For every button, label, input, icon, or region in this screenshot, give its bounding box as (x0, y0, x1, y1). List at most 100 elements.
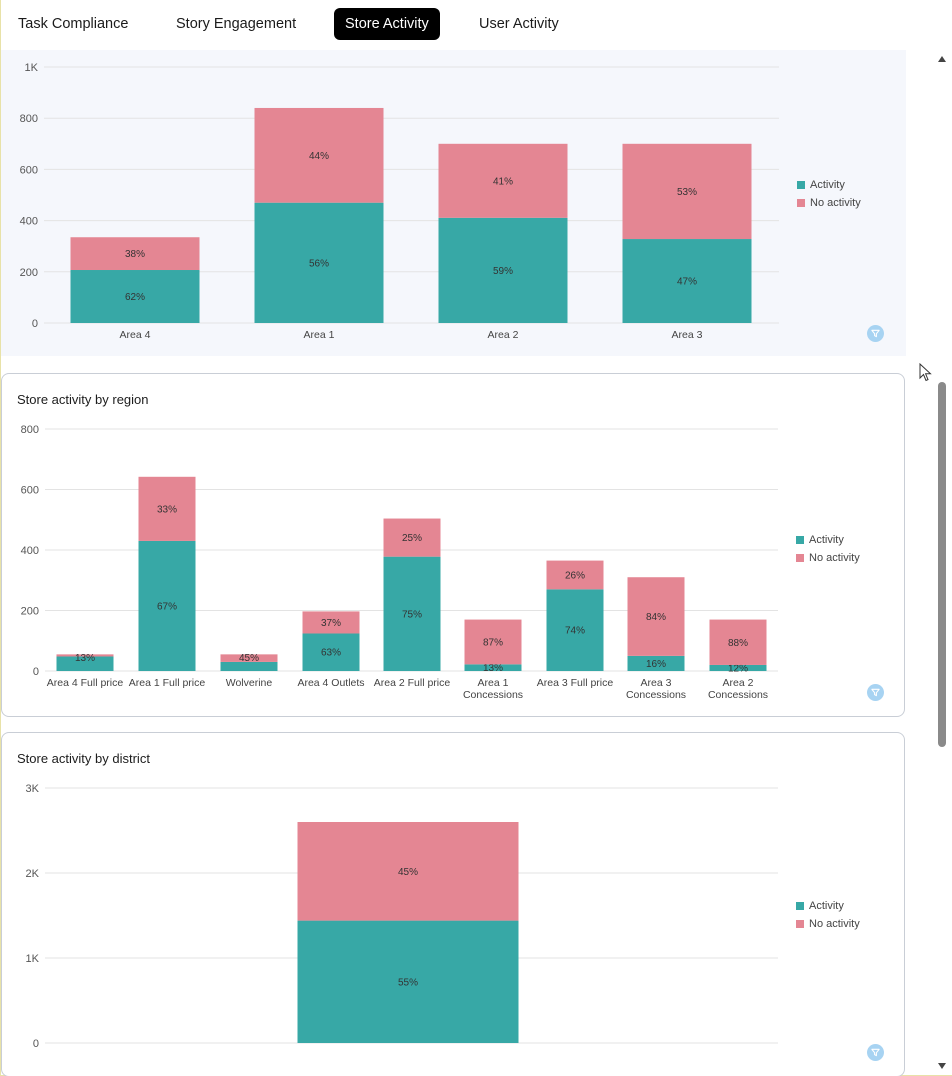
bar-activity[interactable] (438, 217, 568, 323)
bar-no-activity[interactable] (56, 654, 114, 657)
x-tick-label: Area 3 (672, 329, 703, 341)
x-tick-label: Concessions (708, 689, 768, 701)
legend-item-activity[interactable]: Activity (796, 897, 860, 915)
bar-activity[interactable] (254, 202, 384, 323)
filter-icon (871, 1048, 880, 1057)
tab-story-engagement[interactable]: Story Engagement (176, 16, 297, 32)
y-tick-label: 1K (26, 953, 40, 965)
y-tick-label: 200 (21, 606, 39, 618)
chevron-up-icon[interactable] (938, 56, 946, 62)
tab-store-activity[interactable]: Store Activity (334, 8, 440, 40)
bar-activity[interactable] (622, 239, 752, 323)
x-tick-label: Area 4 Full price (47, 677, 124, 689)
legend-item-activity[interactable]: Activity (796, 531, 860, 549)
y-tick-label: 800 (20, 113, 38, 125)
y-tick-label: 0 (33, 666, 39, 678)
chevron-down-icon[interactable] (938, 1063, 946, 1069)
bar-no-activity[interactable] (546, 560, 604, 590)
data-label: 16% (646, 659, 666, 670)
bar-activity[interactable] (383, 556, 441, 671)
y-tick-label: 0 (33, 1038, 39, 1050)
bar-no-activity[interactable] (627, 577, 685, 656)
filter-button[interactable] (867, 1044, 884, 1061)
bar-activity[interactable] (220, 661, 278, 671)
legend: Activity No activity (796, 897, 860, 933)
y-tick-label: 600 (20, 164, 38, 176)
bar-activity[interactable] (302, 633, 360, 671)
store-activity-by-region-chart: 0 200 400 600 800 13% Area 4 Full price 67% 33% A… (21, 424, 778, 701)
scrollbar-thumb[interactable] (938, 382, 946, 747)
legend: Activity No activity (796, 531, 860, 567)
bar-activity[interactable] (297, 920, 519, 1043)
data-label: 13% (75, 653, 95, 664)
panel-title: Store activity by region (17, 392, 149, 407)
bar-activity[interactable] (56, 656, 114, 671)
bar-no-activity[interactable] (383, 518, 441, 557)
legend-label-activity: Activity (809, 534, 844, 546)
bar-activity[interactable] (546, 589, 604, 671)
store-activity-by-district-chart: 0 1K 2K 3K 55% 45% (26, 783, 778, 1050)
filter-icon (871, 688, 880, 697)
data-label: 87% (483, 637, 503, 648)
x-tick-label: Area 2 (488, 329, 519, 341)
x-tick-label: Area 1 Full price (129, 677, 206, 689)
bar-no-activity[interactable] (297, 822, 519, 921)
data-label: 12% (728, 663, 748, 674)
bar-no-activity[interactable] (438, 143, 568, 218)
legend-item-no-activity[interactable]: No activity (796, 549, 860, 567)
data-label: 55% (398, 977, 418, 988)
legend-swatch-no-activity (797, 199, 805, 207)
tab-bar: Task Compliance Story Engagement Store A… (0, 0, 935, 48)
bar-no-activity[interactable] (622, 143, 752, 240)
x-tick-label: Area 1 (478, 677, 509, 689)
bar-no-activity[interactable] (220, 654, 278, 662)
x-tick-label: Wolverine (226, 677, 273, 689)
y-tick-label: 0 (32, 318, 38, 330)
legend-label-no-activity: No activity (809, 918, 860, 930)
data-label: 74% (565, 626, 585, 637)
filter-button[interactable] (867, 684, 884, 701)
legend-swatch-activity (796, 536, 804, 544)
bar-no-activity[interactable] (138, 476, 196, 541)
legend-item-no-activity[interactable]: No activity (797, 194, 861, 212)
data-label: 75% (402, 609, 422, 620)
tab-task-compliance[interactable]: Task Compliance (18, 16, 129, 32)
legend-label-no-activity: No activity (809, 552, 860, 564)
tab-user-activity[interactable]: User Activity (479, 16, 559, 32)
y-tick-label: 600 (21, 485, 39, 497)
data-label: 45% (239, 653, 259, 664)
data-label: 44% (309, 151, 329, 162)
bar-activity[interactable] (709, 664, 767, 671)
legend-label-activity: Activity (810, 179, 845, 191)
filter-button[interactable] (867, 325, 884, 342)
panel-title: Store activity by district (17, 751, 150, 766)
legend-item-no-activity[interactable]: No activity (796, 915, 860, 933)
legend-label-no-activity: No activity (810, 197, 861, 209)
x-tick-label: Area 1 (304, 329, 335, 341)
filter-icon (871, 329, 880, 338)
bar-no-activity[interactable] (70, 237, 200, 271)
bar-activity[interactable] (138, 540, 196, 671)
y-tick-label: 400 (21, 545, 39, 557)
data-label: 25% (402, 533, 422, 544)
bar-no-activity[interactable] (302, 611, 360, 634)
data-label: 41% (493, 176, 513, 187)
store-activity-by-district-panel: Store activity by district 0 1K 2K 3K 55% 45%… (1, 732, 905, 1076)
bar-activity[interactable] (627, 655, 685, 671)
legend-item-activity[interactable]: Activity (797, 176, 861, 194)
y-tick-label: 200 (20, 267, 38, 279)
bar-no-activity[interactable] (254, 107, 384, 203)
store-activity-by-area-panel: 0 200 400 600 800 1K 62% 38% Area 4 56% 44% Area 1 5… (1, 50, 906, 356)
x-tick-label: Area 4 Outlets (297, 677, 364, 689)
bar-activity[interactable] (464, 664, 522, 671)
y-tick-label: 1K (25, 62, 39, 74)
legend-swatch-activity (796, 902, 804, 910)
bar-no-activity[interactable] (464, 619, 522, 665)
data-label: 45% (398, 867, 418, 878)
x-tick-label: Concessions (463, 689, 523, 701)
bar-no-activity[interactable] (709, 619, 767, 665)
bar-activity[interactable] (70, 270, 200, 323)
legend-label-activity: Activity (809, 900, 844, 912)
x-tick-label: Area 2 (723, 677, 754, 689)
x-tick-label: Concessions (626, 689, 686, 701)
